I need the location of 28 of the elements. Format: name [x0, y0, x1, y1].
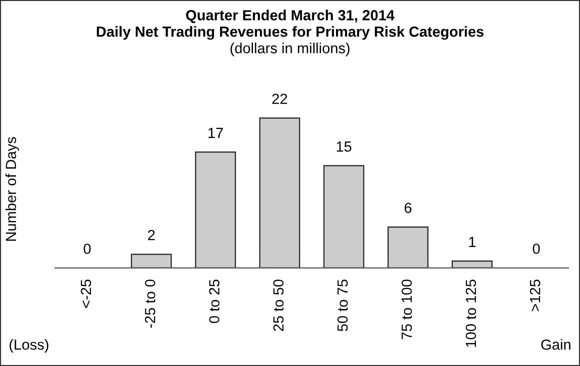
- data-label: 0: [532, 244, 540, 254]
- x-tick-label: >125: [530, 280, 540, 312]
- x-tick-label: 25 to 50: [273, 280, 284, 331]
- bar: [259, 117, 300, 268]
- text: (dollars in millions): [230, 42, 350, 56]
- data-label: 1: [469, 236, 476, 247]
- x-tick-label: 0 to 25: [209, 280, 220, 324]
- x-tick-label: 50 to 75: [337, 280, 348, 332]
- x-tick-label: 100 to 125: [466, 280, 476, 347]
- text: Gain: [541, 339, 570, 350]
- y-axis-title: Number of Days: [5, 137, 19, 241]
- data-label: 0: [84, 244, 91, 254]
- data-label: 17: [208, 128, 223, 138]
- data-label: 2: [148, 230, 155, 240]
- bar: [195, 152, 236, 268]
- bar: [323, 165, 364, 268]
- chart-title: Quarter Ended March 31, 2014: [186, 10, 394, 24]
- bar: [388, 226, 428, 268]
- bar: [452, 260, 493, 268]
- text: (Loss): [10, 339, 48, 353]
- data-label: 15: [336, 142, 352, 152]
- chart-subtitle: Daily Net Trading Revenues for Primary Risk Categories: [96, 26, 484, 40]
- x-tick-label: -25 to 0: [144, 280, 156, 328]
- x-tick-label: <-25: [80, 280, 92, 308]
- data-label: 22: [272, 94, 288, 104]
- x-tick-label: 75 to 100: [402, 280, 412, 340]
- data-label: 6: [404, 202, 412, 214]
- bar: [130, 254, 172, 268]
